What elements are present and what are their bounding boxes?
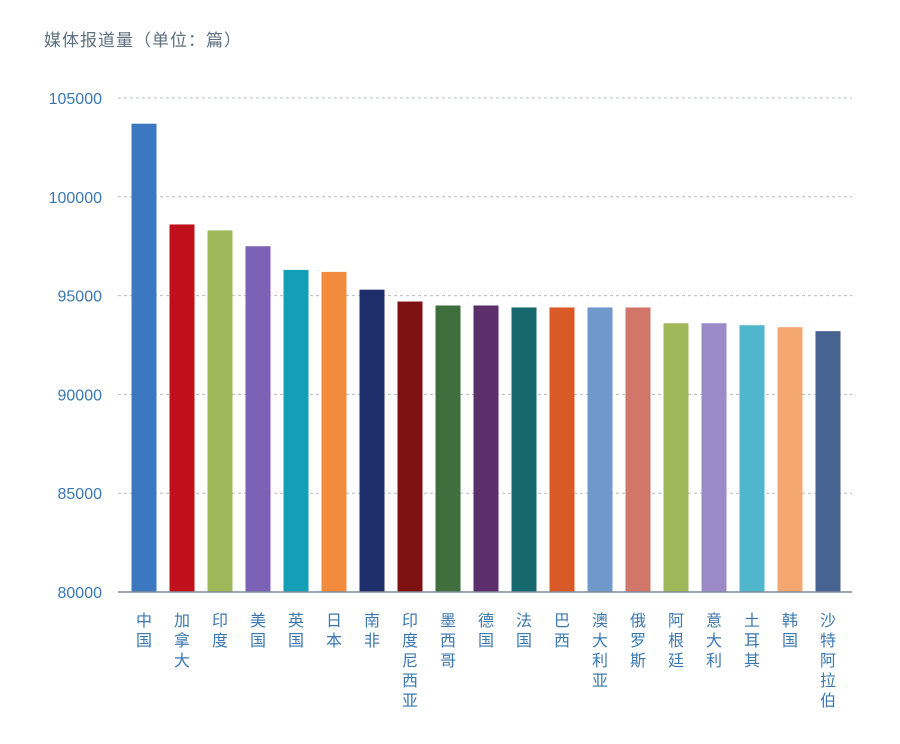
x-tick-label: 印度尼西亚: [402, 611, 418, 710]
y-axis: 80000 85000 90000 95000 100000 105000: [49, 91, 102, 602]
x-tick-label: 中国: [136, 611, 152, 650]
y-tick-label: 95000: [58, 289, 103, 306]
bar: [815, 331, 841, 592]
x-tick-label: 澳大利亚: [592, 611, 608, 690]
bar: [587, 307, 613, 592]
bars: [131, 123, 841, 593]
x-tick-label: 巴西: [554, 611, 570, 650]
x-tick-label: 土耳其: [744, 611, 760, 670]
x-tick-label: 德国: [478, 611, 494, 650]
bar: [131, 123, 157, 593]
bar: [625, 307, 651, 592]
x-tick-label: 法国: [516, 611, 532, 650]
bar: [283, 269, 309, 592]
bar: [739, 325, 765, 592]
x-tick-label: 沙特阿拉伯: [820, 611, 836, 710]
bar: [701, 323, 727, 592]
bar: [435, 305, 461, 592]
x-tick-label: 加拿大: [174, 611, 190, 670]
bar: [397, 301, 423, 592]
x-tick-label: 英国: [288, 611, 304, 650]
chart-title: 媒体报道量（单位：篇）: [44, 31, 242, 51]
bar: [777, 327, 803, 592]
bar: [511, 307, 537, 592]
y-tick-label: 85000: [58, 486, 103, 503]
bar: [169, 224, 195, 593]
x-tick-label: 俄罗斯: [630, 611, 646, 670]
x-tick-label: 墨西哥: [440, 611, 456, 670]
x-tick-label: 意大利: [706, 611, 722, 670]
bar: [663, 323, 689, 592]
bar: [549, 307, 575, 592]
x-tick-label: 美国: [250, 611, 266, 650]
x-tick-label: 韩国: [782, 611, 798, 650]
bar: [245, 246, 271, 592]
y-tick-label: 100000: [49, 190, 102, 207]
y-tick-label: 90000: [58, 387, 103, 404]
y-tick-label: 80000: [58, 585, 103, 602]
x-tick-label: 南非: [364, 611, 380, 650]
x-tick-label: 阿根廷: [668, 611, 684, 670]
bar: [207, 230, 233, 592]
x-tick-label: 日本: [326, 611, 342, 650]
bar: [359, 289, 385, 592]
bar: [321, 271, 347, 592]
bar: [473, 305, 499, 592]
x-tick-label: 印度: [212, 611, 228, 650]
y-tick-label: 105000: [49, 91, 102, 108]
